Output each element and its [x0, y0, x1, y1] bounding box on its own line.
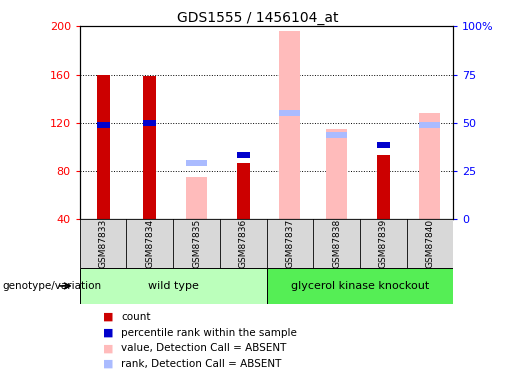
Bar: [143, 120, 157, 126]
Text: value, Detection Call = ABSENT: value, Detection Call = ABSENT: [121, 344, 286, 353]
Text: rank, Detection Call = ABSENT: rank, Detection Call = ABSENT: [121, 359, 281, 369]
Text: wild type: wild type: [148, 281, 199, 291]
Text: GDS1555 / 1456104_at: GDS1555 / 1456104_at: [177, 11, 338, 25]
Text: GSM87839: GSM87839: [379, 219, 388, 268]
Text: ■: ■: [103, 312, 113, 322]
Bar: [80, 268, 267, 304]
Bar: [143, 76, 157, 219]
Bar: [376, 155, 390, 219]
Bar: [97, 122, 110, 128]
Bar: [236, 152, 250, 158]
Bar: [279, 110, 300, 116]
Bar: [279, 31, 300, 219]
Text: glycerol kinase knockout: glycerol kinase knockout: [291, 281, 429, 291]
Text: GSM87837: GSM87837: [285, 219, 295, 268]
Text: ■: ■: [103, 328, 113, 338]
Text: GSM87838: GSM87838: [332, 219, 341, 268]
Bar: [186, 160, 207, 166]
Bar: [419, 113, 440, 219]
Bar: [236, 163, 250, 219]
Bar: [376, 141, 390, 147]
Text: GSM87836: GSM87836: [238, 219, 248, 268]
Bar: [267, 268, 453, 304]
Bar: [97, 75, 110, 219]
Text: ■: ■: [103, 359, 113, 369]
Text: GSM87840: GSM87840: [425, 219, 434, 268]
Text: GSM87835: GSM87835: [192, 219, 201, 268]
Text: percentile rank within the sample: percentile rank within the sample: [121, 328, 297, 338]
Text: GSM87834: GSM87834: [145, 219, 154, 268]
Bar: [326, 129, 347, 219]
Text: GSM87833: GSM87833: [99, 219, 108, 268]
Bar: [186, 177, 207, 219]
Text: genotype/variation: genotype/variation: [3, 281, 101, 291]
Bar: [419, 122, 440, 128]
Text: ■: ■: [103, 344, 113, 353]
Bar: [326, 132, 347, 138]
Text: count: count: [121, 312, 150, 322]
